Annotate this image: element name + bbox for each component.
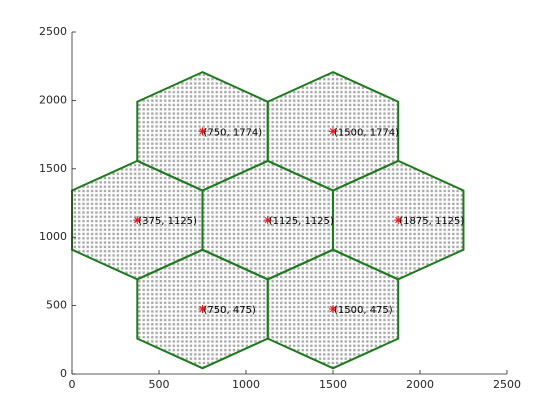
center-marker [263, 216, 272, 225]
center-marker [394, 216, 403, 225]
point-label: (1875, 1125) [399, 216, 464, 227]
x-tick-label: 1000 [232, 378, 260, 391]
marker-stroke [395, 216, 402, 224]
center-marker [198, 127, 207, 136]
point-label: (375, 1125) [138, 216, 197, 227]
center-marker [198, 305, 207, 314]
marker-stroke [199, 128, 206, 135]
marker-stroke [199, 305, 206, 313]
point-label: (1500, 1774) [334, 127, 399, 138]
center-marker [329, 127, 337, 136]
y-tick-label: 500 [46, 299, 67, 312]
point-label: (1125, 1125) [269, 216, 334, 227]
marker-stroke [134, 216, 141, 224]
x-tick-label: 1500 [319, 378, 347, 391]
marker-stroke [264, 216, 271, 224]
marker-stroke [329, 305, 337, 313]
x-tick-label: 500 [149, 378, 170, 391]
x-tick-label: 0 [69, 378, 76, 391]
point-label: (750, 1774) [204, 127, 263, 138]
x-tick-label: 2000 [406, 378, 434, 391]
y-tick-label: 2000 [39, 93, 67, 106]
y-tick-label: 2500 [39, 25, 67, 38]
y-tick-label: 1000 [39, 230, 67, 243]
y-tick-label: 1500 [39, 162, 67, 175]
marker-stroke [329, 128, 337, 135]
point-label: (750, 475) [204, 305, 256, 316]
x-tick-label: 2500 [493, 378, 521, 391]
center-marker [329, 305, 337, 314]
y-tick-label: 0 [60, 367, 67, 380]
center-marker [133, 216, 142, 225]
point-label: (1500, 475) [334, 305, 393, 316]
